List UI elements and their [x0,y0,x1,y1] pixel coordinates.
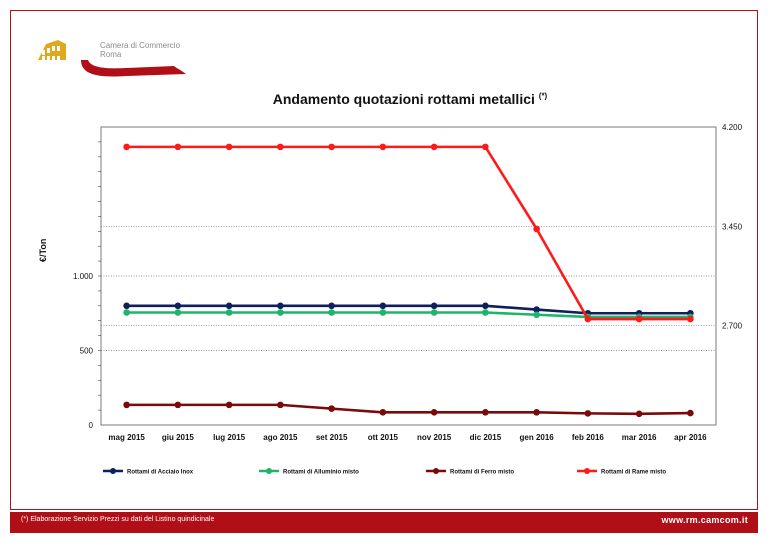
y2-tick-label-1: 3.450 [722,222,743,231]
chart-title-text: Andamento quotazioni rottami metallici [272,91,535,107]
series-3-point-11 [687,315,694,323]
series-3-point-7 [482,143,489,151]
legend-label-3: Rottami di Rame misto [601,470,666,476]
chart-title: Andamento quotazioni rottami metallici (… [230,91,590,107]
x-tick-label-2: lug 2015 [213,433,246,442]
logo-line1: Camera di Commercio [100,41,181,50]
footer-bar: (*) Elaborazione Servizio Prezzi su dati… [10,512,758,533]
series-3-point-8 [533,225,540,233]
series-line-1 [126,311,691,319]
series-3-point-0 [123,143,130,151]
legend-swatch-marker-2 [433,468,439,474]
x-tick-label-9: feb 2016 [572,433,605,442]
series-line-0 [126,304,691,315]
series-2-point-2 [225,401,233,409]
series-3-point-9 [584,315,592,323]
series-1-point-5 [379,309,387,316]
series-1-point-8 [533,311,540,319]
series-3-point-3 [277,143,284,151]
series-2-point-5 [379,409,387,416]
series-3-point-2 [225,143,233,151]
series-2-point-11 [687,409,694,417]
series-0-point-0 [123,302,130,310]
x-tick-label-7: dic 2015 [470,433,502,442]
series-0-point-2 [225,302,233,310]
legend-label-1: Rottami di Alluminio misto [283,470,359,476]
series-0-point-3 [277,302,284,310]
x-tick-label-5: ott 2015 [368,433,399,442]
chart-title-note: (*) [538,91,548,101]
series-1-point-7 [482,309,489,316]
x-tick-label-0: mag 2015 [108,433,145,442]
legend-label-0: Rottami di Acciaio Inox [127,470,194,476]
camera-commercio-logo [38,40,186,77]
series-1-point-6 [430,309,438,316]
x-tick-label-3: ago 2015 [263,433,298,442]
y2-tick-label-2: 4.200 [722,123,743,132]
series-2-point-9 [584,410,592,417]
series-2-point-7 [482,409,489,416]
series-2-point-3 [277,401,284,409]
series-1-point-0 [123,309,130,316]
series-0-point-8 [533,306,540,313]
series-line-2 [126,403,691,416]
series-3-point-5 [379,143,387,151]
legend-swatch-marker-0 [110,468,116,474]
series-2-point-0 [123,401,130,409]
series-0-point-1 [174,302,182,310]
series-1-point-3 [277,309,284,316]
series-0-point-6 [430,302,438,310]
series-1-point-4 [328,309,335,316]
y2-tick-label-0: 2.700 [722,322,743,331]
x-tick-label-1: giu 2015 [162,433,195,442]
series-2-point-1 [174,401,182,409]
series-3-point-10 [635,315,643,323]
x-tick-label-4: set 2015 [316,433,348,442]
series-3-point-1 [174,143,182,151]
y-tick-label-2: 1.000 [73,272,94,281]
series-0-point-4 [328,302,335,310]
x-tick-label-11: apr 2016 [674,433,707,442]
series-2-point-8 [533,409,540,416]
y-tick-label-1: 500 [80,347,94,356]
logo-text: Camera di Commercio Roma [100,41,180,59]
legend-label-2: Rottami di Ferro misto [450,470,514,476]
series-0-point-5 [379,302,387,310]
legend-swatch-marker-1 [266,468,272,474]
series-0-point-7 [482,302,489,310]
x-tick-label-10: mar 2016 [622,433,657,442]
x-tick-label-6: nov 2015 [417,433,452,442]
series-line-3 [126,145,691,321]
y-tick-label-0: 0 [89,421,94,430]
series-1-point-2 [225,309,233,316]
footer-note: (*) Elaborazione Servizio Prezzi su dati… [21,516,215,523]
series-2-point-6 [430,409,438,416]
logo-line2: Roma [100,50,122,59]
series-3-point-4 [328,143,335,151]
legend-swatch-marker-3 [584,468,590,474]
x-tick-label-8: gen 2016 [520,433,555,442]
series-3-point-6 [430,143,438,151]
series-2-point-10 [635,410,643,418]
footer-url[interactable]: www.rm.camcom.it [661,515,748,525]
series-2-point-4 [328,405,335,412]
series-1-point-1 [174,309,182,316]
